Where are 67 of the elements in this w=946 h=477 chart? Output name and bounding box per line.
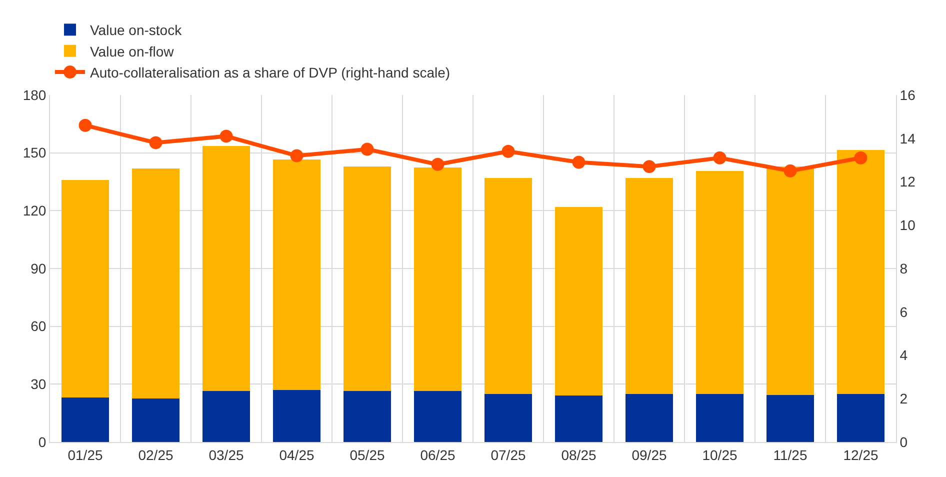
bar: [696, 394, 744, 442]
y2-tick-label: 6: [900, 304, 908, 320]
bar: [132, 398, 180, 442]
x-tick-label: 08/25: [561, 446, 596, 463]
y2-tick-label: 16: [900, 86, 916, 103]
y2-tick-label: 10: [900, 217, 916, 234]
point: [149, 136, 162, 150]
y-tick-label: 60: [30, 318, 46, 334]
y2-tick-label: 14: [900, 130, 916, 146]
point: [502, 144, 515, 158]
point: [431, 158, 444, 171]
point: [854, 151, 868, 164]
x-tick-label: 12/25: [843, 446, 878, 463]
x-tick-label: 10/25: [702, 446, 738, 463]
bar: [625, 394, 674, 442]
x-tick-label: 03/25: [208, 446, 244, 463]
point: [642, 160, 656, 174]
bar: [202, 146, 250, 391]
y2-tick-label: 4: [900, 347, 908, 364]
bar: [836, 150, 885, 394]
bar: [484, 394, 532, 442]
x-tick-label: 07/25: [490, 446, 526, 463]
x-tick-label: 11/25: [773, 446, 808, 463]
x-tick-label: 04/25: [279, 446, 314, 463]
bar: [343, 166, 392, 391]
bar: [272, 390, 321, 442]
bar: [696, 171, 744, 394]
y2-tick-label: 8: [900, 260, 908, 276]
point: [360, 142, 374, 156]
bar: [272, 160, 321, 390]
bar: [61, 180, 110, 398]
y2-tick-label: 2: [900, 390, 908, 407]
point: [572, 156, 586, 169]
bar: [343, 390, 392, 442]
legend-label: Value on-flow: [90, 43, 175, 60]
bar: [554, 396, 603, 442]
bar: [484, 178, 532, 394]
bar: [414, 390, 462, 442]
point: [784, 164, 797, 178]
bar: [202, 390, 250, 442]
y-tick-label: 120: [22, 202, 46, 219]
bar: [414, 167, 462, 391]
point: [290, 149, 304, 162]
legend-label: Auto-collateralisation as a share of DVP (right-hand scale): [90, 64, 450, 81]
x-tick-label: 01/25: [68, 446, 103, 463]
y2-tick-label: 12: [900, 174, 916, 190]
x-tick-label: 05/25: [350, 446, 385, 463]
bar: [554, 206, 603, 396]
y-tick-label: 90: [30, 260, 46, 276]
point: [220, 130, 233, 143]
y-tick-label: 30: [30, 376, 46, 392]
bar: [766, 166, 814, 395]
y-tick-label: 150: [22, 144, 46, 161]
bar: [61, 398, 110, 442]
point: [78, 118, 92, 132]
bar: [132, 168, 180, 399]
bar: [836, 394, 885, 442]
x-tick-label: 06/25: [420, 446, 456, 463]
point: [713, 151, 726, 164]
y2-tick-label: 0: [900, 434, 908, 450]
bar: [766, 394, 814, 442]
y-tick-label: 180: [22, 86, 46, 103]
bar: [625, 178, 674, 394]
legend-label: Value on-stock: [90, 22, 183, 38]
x-tick-label: 02/25: [138, 446, 174, 463]
x-tick-label: 09/25: [632, 446, 667, 463]
y-tick-label: 0: [38, 434, 46, 450]
